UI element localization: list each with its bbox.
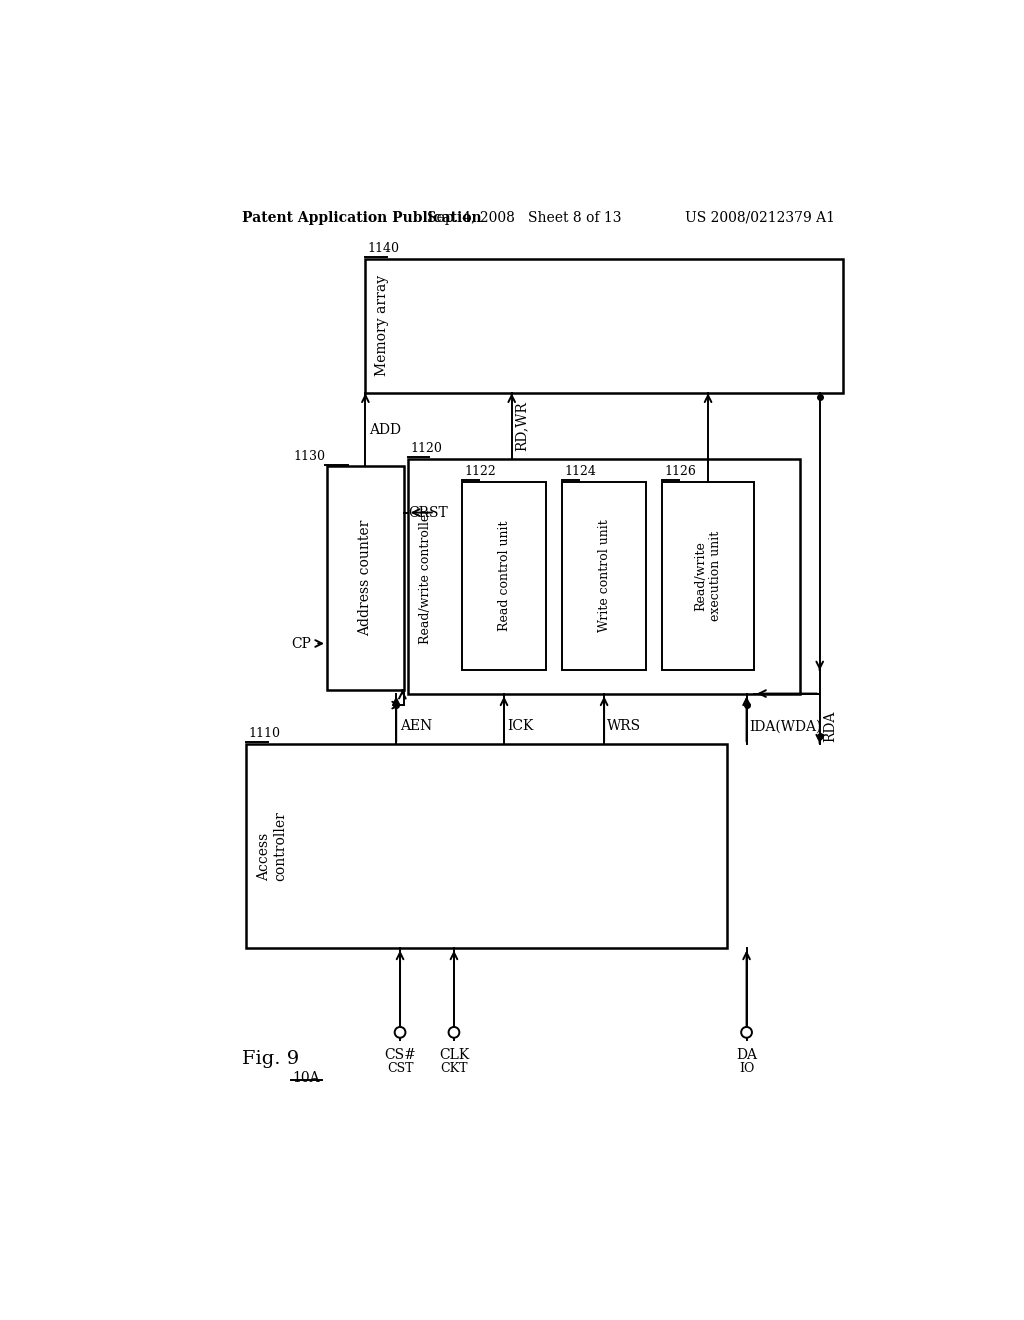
Text: WRS: WRS bbox=[607, 719, 641, 734]
Text: CP: CP bbox=[292, 636, 311, 651]
Text: IO: IO bbox=[739, 1061, 755, 1074]
Bar bbox=[327, 466, 403, 689]
Text: ADD: ADD bbox=[370, 422, 401, 437]
Text: CST: CST bbox=[387, 1061, 414, 1074]
Text: Read/write
execution unit: Read/write execution unit bbox=[694, 531, 722, 622]
Text: 1140: 1140 bbox=[368, 242, 399, 255]
Circle shape bbox=[741, 1027, 752, 1038]
Circle shape bbox=[449, 1027, 460, 1038]
Bar bbox=[662, 482, 755, 671]
Text: ICK: ICK bbox=[507, 719, 534, 734]
Text: 1122: 1122 bbox=[464, 465, 496, 478]
Text: Patent Application Publication: Patent Application Publication bbox=[243, 211, 482, 224]
Text: 1126: 1126 bbox=[665, 465, 696, 478]
Text: Write control unit: Write control unit bbox=[598, 520, 610, 632]
Text: CLK: CLK bbox=[439, 1048, 469, 1061]
Text: CRST: CRST bbox=[408, 506, 447, 520]
Text: Memory array: Memory array bbox=[375, 276, 389, 376]
Text: Fig. 9: Fig. 9 bbox=[243, 1051, 299, 1068]
Text: AEN: AEN bbox=[400, 719, 432, 734]
Text: Read control unit: Read control unit bbox=[498, 521, 511, 631]
Circle shape bbox=[394, 1027, 406, 1038]
Text: RDA: RDA bbox=[823, 710, 837, 742]
Text: 1130: 1130 bbox=[293, 450, 326, 462]
Text: 1120: 1120 bbox=[410, 442, 442, 455]
Text: Sep. 4, 2008   Sheet 8 of 13: Sep. 4, 2008 Sheet 8 of 13 bbox=[427, 211, 622, 224]
Text: Read/write controller: Read/write controller bbox=[419, 508, 431, 644]
Text: US 2008/0212379 A1: US 2008/0212379 A1 bbox=[685, 211, 835, 224]
Bar bbox=[562, 482, 646, 671]
Text: IDA(WDA): IDA(WDA) bbox=[750, 719, 822, 734]
Text: 10A: 10A bbox=[292, 1071, 319, 1085]
Text: RD,WR: RD,WR bbox=[515, 401, 528, 451]
Text: Address counter: Address counter bbox=[358, 520, 373, 636]
Bar bbox=[366, 259, 843, 393]
Bar bbox=[462, 482, 547, 671]
Bar bbox=[246, 743, 727, 948]
Text: 1110: 1110 bbox=[249, 727, 281, 739]
Bar bbox=[408, 459, 801, 693]
Text: Access
controller: Access controller bbox=[257, 810, 287, 880]
Text: CS#: CS# bbox=[384, 1048, 416, 1061]
Text: 1124: 1124 bbox=[564, 465, 596, 478]
Text: DA: DA bbox=[736, 1048, 757, 1061]
Text: CKT: CKT bbox=[440, 1061, 468, 1074]
